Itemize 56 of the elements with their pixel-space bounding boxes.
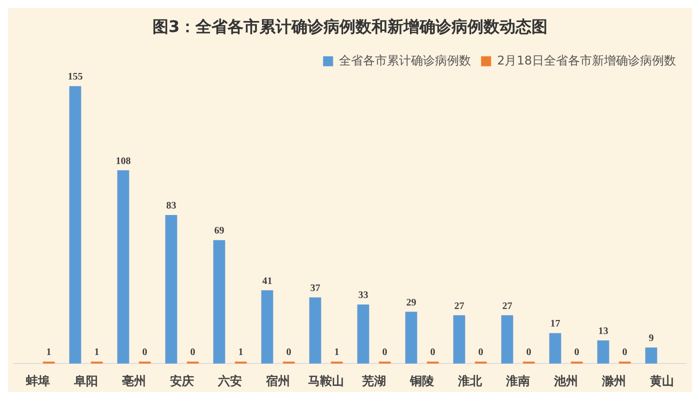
bar [405,312,418,364]
data-label: 69 [214,226,224,237]
x-tick-label: 池州 [553,374,578,388]
data-label: 0 [286,347,292,358]
x-tick-label: 安庆 [170,374,194,388]
data-label: 0 [142,347,148,358]
x-tick-label: 芜湖 [361,374,386,388]
data-label: 0 [574,347,580,358]
x-tick-label: 淮南 [505,374,530,388]
data-label: 13 [598,326,608,337]
data-label: 9 [648,333,654,344]
data-label: 29 [406,297,416,308]
x-tick-label: 马鞍山 [308,374,344,388]
x-tick-label: 亳州 [122,374,146,388]
data-label: 0 [526,347,532,358]
data-label: 0 [622,347,628,358]
bar [645,347,658,364]
data-label: 1 [334,347,340,358]
x-tick-label: 阜阳 [73,374,98,388]
data-label: 1 [94,347,100,358]
data-label: 0 [382,347,388,358]
data-label: 0 [190,347,196,358]
bar [117,170,130,364]
bar [309,297,322,364]
x-tick-label: 滁州 [601,374,626,388]
legend-label: 2月18日全省各市新增确诊病例数 [497,53,676,68]
data-label: 37 [310,282,320,294]
data-label: 0 [478,347,484,358]
data-label: 1 [46,347,52,358]
bar [453,315,466,364]
data-label: 41 [262,276,272,287]
x-tick-label: 淮北 [457,374,483,388]
legend-label: 全省各市累计确诊病例数 [339,53,472,68]
data-label: 27 [502,300,512,312]
bar [549,333,562,364]
bar [597,340,610,364]
x-tick-label: 黄山 [649,374,674,388]
x-tick-label: 蚌埠 [25,374,50,388]
bar [165,215,178,364]
data-label: 27 [454,300,464,312]
bar [213,240,226,364]
bar [261,290,274,364]
data-label: 108 [116,156,131,167]
x-tick-label: 铜陵 [409,374,435,388]
chart-title: 图3：全省各市累计确诊病例数和新增确诊病例数动态图 [152,16,548,36]
data-label: 0 [430,347,436,358]
bar [357,304,370,364]
data-label: 1 [238,347,244,358]
x-tick-label: 六安 [217,374,242,388]
x-tick-label: 宿州 [265,374,290,388]
data-label: 33 [358,290,368,302]
data-label: 155 [68,72,83,83]
data-label: 83 [166,200,176,212]
bar [501,315,514,364]
data-label: 17 [550,318,560,330]
bar [69,86,82,364]
